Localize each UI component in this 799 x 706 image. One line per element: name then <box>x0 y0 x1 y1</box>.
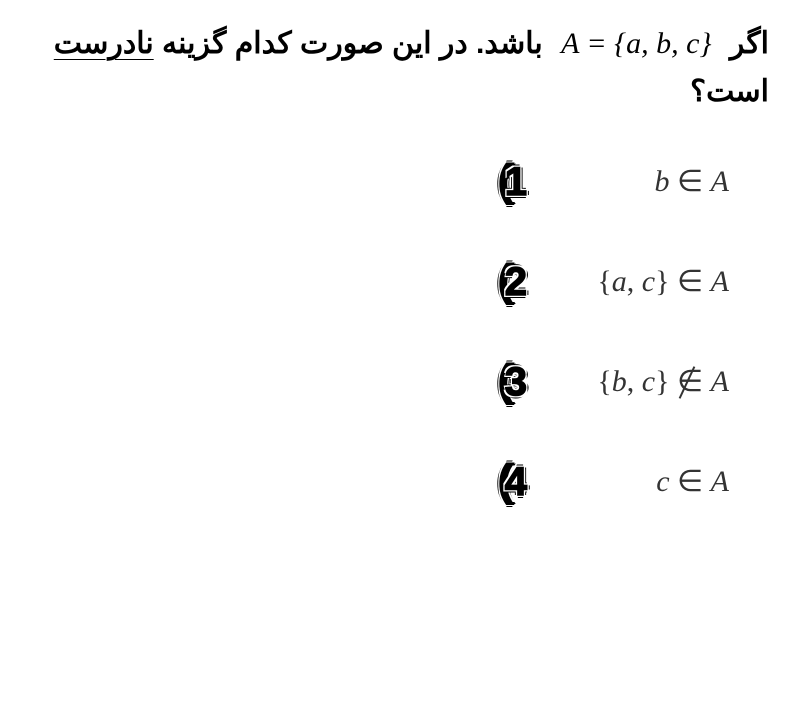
option-2[interactable]: (2 {a, c} ∈ A <box>20 256 729 306</box>
option-4-expr: c ∈ A <box>549 464 729 499</box>
option-3-number: (3 <box>498 356 519 406</box>
option-4-number: (4 <box>498 456 519 506</box>
question-prefix: اگر <box>730 27 769 60</box>
option-1-number: (1 <box>498 156 519 206</box>
options-list: (1 b ∈ A (2 {a, c} ∈ A (3 {b, c} ∈ A (4 … <box>20 156 779 506</box>
question-deco: نادرست <box>54 27 154 60</box>
option-4[interactable]: (4 c ∈ A <box>20 456 729 506</box>
question-set-def: A = {a, b, c} <box>561 20 711 68</box>
option-3[interactable]: (3 {b, c} ∈ A <box>20 356 729 406</box>
option-2-number: (2 <box>498 256 519 306</box>
question-text: اگر A = {a, b, c} باشد. در این صورت کدام… <box>20 20 779 116</box>
option-1[interactable]: (1 b ∈ A <box>20 156 729 206</box>
question-mid: باشد. در این صورت کدام گزینه <box>162 27 543 60</box>
option-3-expr: {b, c} ∈ A <box>549 364 729 399</box>
option-1-expr: b ∈ A <box>549 164 729 199</box>
option-2-expr: {a, c} ∈ A <box>549 264 729 299</box>
question-suffix: است؟ <box>690 75 769 108</box>
